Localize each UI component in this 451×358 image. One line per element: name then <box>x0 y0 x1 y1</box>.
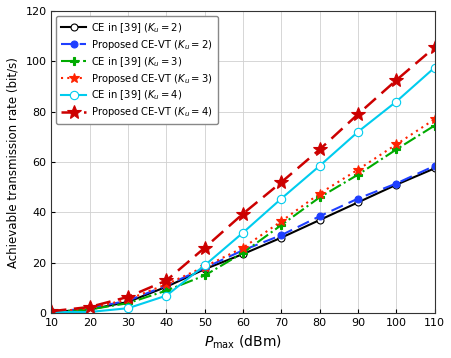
CE in [39] ($K_u = 4$) <box>278 197 283 201</box>
Proposed CE-VT ($K_u = 3$) <box>240 246 245 250</box>
Proposed CE-VT ($K_u = 3$) <box>87 306 92 310</box>
Proposed CE-VT ($K_u = 4$) <box>393 78 398 82</box>
Proposed CE-VT ($K_u = 3$) <box>49 310 54 314</box>
CE in [39] ($K_u = 4$) <box>316 164 322 168</box>
Proposed CE-VT ($K_u = 2$) <box>87 306 92 310</box>
CE in [39] ($K_u = 4$) <box>393 100 398 104</box>
CE in [39] ($K_u = 3$) <box>163 289 169 293</box>
CE in [39] ($K_u = 4$) <box>202 263 207 267</box>
Proposed CE-VT ($K_u = 2$) <box>202 266 207 270</box>
Legend: CE in [39] ($K_u = 2$), Proposed CE-VT ($K_u = 2$), CE in [39] ($K_u = 3$), Prop: CE in [39] ($K_u = 2$), Proposed CE-VT (… <box>56 16 217 124</box>
Proposed CE-VT ($K_u = 2$) <box>431 164 436 168</box>
CE in [39] ($K_u = 3$) <box>125 301 130 305</box>
CE in [39] ($K_u = 2$) <box>316 218 322 222</box>
Proposed CE-VT ($K_u = 3$) <box>393 142 398 147</box>
Proposed CE-VT ($K_u = 2$) <box>125 299 130 303</box>
Line: CE in [39] ($K_u = 2$): CE in [39] ($K_u = 2$) <box>48 165 437 315</box>
Proposed CE-VT ($K_u = 4$) <box>240 212 245 216</box>
Proposed CE-VT ($K_u = 2$) <box>354 197 360 201</box>
Proposed CE-VT ($K_u = 3$) <box>316 192 322 196</box>
Proposed CE-VT ($K_u = 4$) <box>163 278 169 282</box>
Proposed CE-VT ($K_u = 4$) <box>431 45 436 50</box>
X-axis label: $P_{\mathrm{max}}$ (dBm): $P_{\mathrm{max}}$ (dBm) <box>204 334 281 351</box>
Proposed CE-VT ($K_u = 4$) <box>87 305 92 309</box>
CE in [39] ($K_u = 3$) <box>393 147 398 152</box>
CE in [39] ($K_u = 2$) <box>354 200 360 204</box>
Proposed CE-VT ($K_u = 4$) <box>278 180 283 184</box>
CE in [39] ($K_u = 4$) <box>354 130 360 134</box>
Proposed CE-VT ($K_u = 3$) <box>202 265 207 269</box>
CE in [39] ($K_u = 4$) <box>163 294 169 298</box>
Proposed CE-VT ($K_u = 2$) <box>393 182 398 186</box>
Proposed CE-VT ($K_u = 4$) <box>49 309 54 313</box>
CE in [39] ($K_u = 3$) <box>49 310 54 314</box>
Proposed CE-VT ($K_u = 2$) <box>49 310 54 314</box>
Proposed CE-VT ($K_u = 3$) <box>354 168 360 172</box>
CE in [39] ($K_u = 3$) <box>316 195 322 199</box>
Proposed CE-VT ($K_u = 2$) <box>163 284 169 288</box>
Y-axis label: Achievable transmission rate (bit/s): Achievable transmission rate (bit/s) <box>7 57 20 267</box>
Proposed CE-VT ($K_u = 3$) <box>163 282 169 286</box>
Line: Proposed CE-VT ($K_u = 4$): Proposed CE-VT ($K_u = 4$) <box>45 40 441 318</box>
Proposed CE-VT ($K_u = 2$) <box>278 233 283 237</box>
CE in [39] ($K_u = 2$) <box>431 166 436 170</box>
Line: Proposed CE-VT ($K_u = 3$): Proposed CE-VT ($K_u = 3$) <box>46 115 438 317</box>
CE in [39] ($K_u = 3$) <box>87 307 92 311</box>
CE in [39] ($K_u = 3$) <box>431 124 436 128</box>
CE in [39] ($K_u = 4$) <box>49 310 54 314</box>
CE in [39] ($K_u = 2$) <box>393 183 398 187</box>
CE in [39] ($K_u = 3$) <box>240 251 245 255</box>
CE in [39] ($K_u = 4$) <box>87 310 92 314</box>
Line: CE in [39] ($K_u = 4$): CE in [39] ($K_u = 4$) <box>47 63 438 316</box>
CE in [39] ($K_u = 2$) <box>202 267 207 271</box>
CE in [39] ($K_u = 4$) <box>240 231 245 235</box>
Proposed CE-VT ($K_u = 4$) <box>316 147 322 152</box>
CE in [39] ($K_u = 2$) <box>278 236 283 240</box>
CE in [39] ($K_u = 3$) <box>354 173 360 177</box>
CE in [39] ($K_u = 3$) <box>278 223 283 227</box>
CE in [39] ($K_u = 2$) <box>125 300 130 304</box>
Proposed CE-VT ($K_u = 3$) <box>278 219 283 223</box>
Proposed CE-VT ($K_u = 2$) <box>240 248 245 252</box>
Proposed CE-VT ($K_u = 3$) <box>125 297 130 301</box>
CE in [39] ($K_u = 4$) <box>431 66 436 70</box>
Proposed CE-VT ($K_u = 4$) <box>125 295 130 299</box>
Proposed CE-VT ($K_u = 3$) <box>431 117 436 121</box>
Proposed CE-VT ($K_u = 4$) <box>354 112 360 116</box>
Proposed CE-VT ($K_u = 2$) <box>316 214 322 218</box>
CE in [39] ($K_u = 4$) <box>125 306 130 310</box>
CE in [39] ($K_u = 2$) <box>87 307 92 311</box>
Proposed CE-VT ($K_u = 4$) <box>202 246 207 250</box>
Line: Proposed CE-VT ($K_u = 2$): Proposed CE-VT ($K_u = 2$) <box>48 163 437 315</box>
CE in [39] ($K_u = 2$) <box>163 285 169 289</box>
CE in [39] ($K_u = 3$) <box>202 273 207 277</box>
Line: CE in [39] ($K_u = 3$): CE in [39] ($K_u = 3$) <box>47 121 438 316</box>
CE in [39] ($K_u = 2$) <box>240 252 245 256</box>
CE in [39] ($K_u = 2$) <box>49 310 54 314</box>
